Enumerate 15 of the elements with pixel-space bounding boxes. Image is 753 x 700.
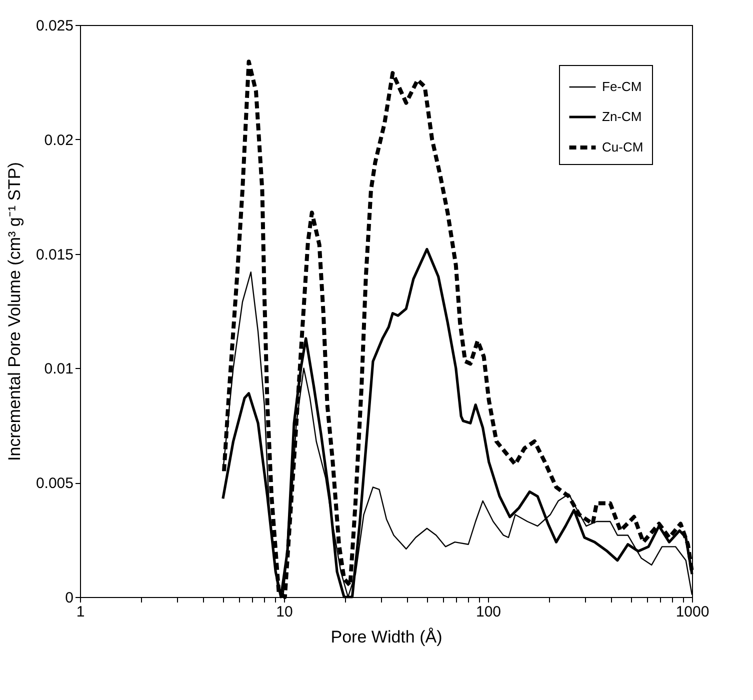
y-tick-label: 0 [65,590,74,606]
x-tick-label: 100 [476,604,502,620]
legend-label: Fe-CM [602,79,642,94]
x-tick-label: 1000 [676,604,710,620]
y-tick-label: 0.015 [36,246,74,264]
y-tick-label: 0.01 [44,360,74,378]
y-tick-label: 0.02 [44,132,74,149]
legend-label: Zn-CM [602,109,642,124]
y-tick-label: 0.025 [36,18,74,34]
legend-label: Cu-CM [602,140,644,154]
x-axis-title: Pore Width (Å) [330,628,442,646]
y-tick-label: 0.005 [36,475,74,492]
y-axis-title: Incremental Pore Volume (cm³ g⁻¹ STP) [4,162,24,461]
x-tick-label: 1 [76,604,85,620]
x-tick-label: 10 [276,604,293,620]
